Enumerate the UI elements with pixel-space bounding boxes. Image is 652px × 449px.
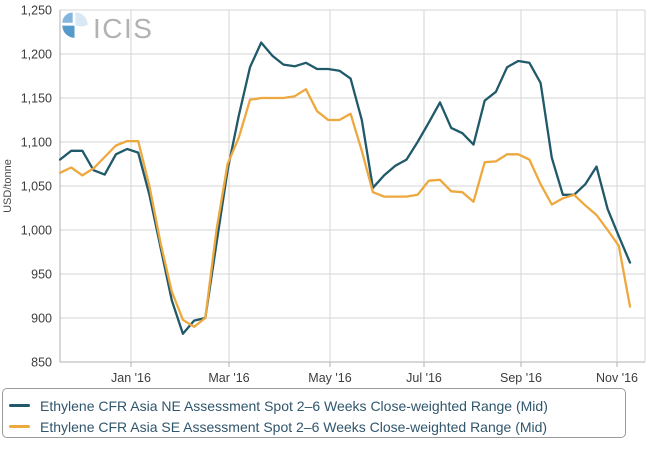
x-tick-label: Mar '16 bbox=[208, 371, 249, 385]
y-tick-label: 1,250 bbox=[21, 4, 52, 18]
ne-line-swatch-icon bbox=[9, 404, 30, 407]
legend-item-se[interactable]: Ethylene CFR Asia SE Assessment Spot 2–6… bbox=[9, 416, 625, 437]
x-tick-label: Jul '16 bbox=[406, 371, 442, 385]
price-chart-svg[interactable]: 850 900 950 1,000 1,050 1,100 1,150 1,200 1,250 J… bbox=[0, 0, 652, 388]
x-tick-label: Sep '16 bbox=[500, 371, 542, 385]
y-tick-label: 850 bbox=[31, 356, 52, 370]
x-tick-label: Nov '16 bbox=[596, 371, 638, 385]
y-tick-label: 1,000 bbox=[21, 224, 52, 238]
legend-label-se: Ethylene CFR Asia SE Assessment Spot 2–6… bbox=[40, 418, 548, 435]
series-line-ne[interactable] bbox=[58, 41, 632, 335]
y-tick-label: 1,050 bbox=[21, 180, 52, 194]
price-chart[interactable]: 850 900 950 1,000 1,050 1,100 1,150 1,200 1,250 J… bbox=[0, 0, 652, 388]
se-line-swatch-icon bbox=[9, 425, 30, 428]
y-tick-label: 900 bbox=[31, 312, 52, 326]
legend-label-ne: Ethylene CFR Asia NE Assessment Spot 2–6… bbox=[40, 397, 548, 414]
legend-item-ne[interactable]: Ethylene CFR Asia NE Assessment Spot 2–6… bbox=[9, 395, 625, 416]
x-tick-label: Jan '16 bbox=[111, 371, 151, 385]
y-tick-label: 1,150 bbox=[21, 92, 52, 106]
y-axis-title: USD/tonne bbox=[2, 159, 14, 213]
series-line-se[interactable] bbox=[58, 88, 632, 328]
y-tick-label: 1,200 bbox=[21, 48, 52, 62]
x-tick-label: May '16 bbox=[308, 371, 351, 385]
y-tick-label: 1,100 bbox=[21, 136, 52, 150]
chart-legend: Ethylene CFR Asia NE Assessment Spot 2–6… bbox=[2, 388, 626, 438]
y-tick-label: 950 bbox=[31, 268, 52, 282]
